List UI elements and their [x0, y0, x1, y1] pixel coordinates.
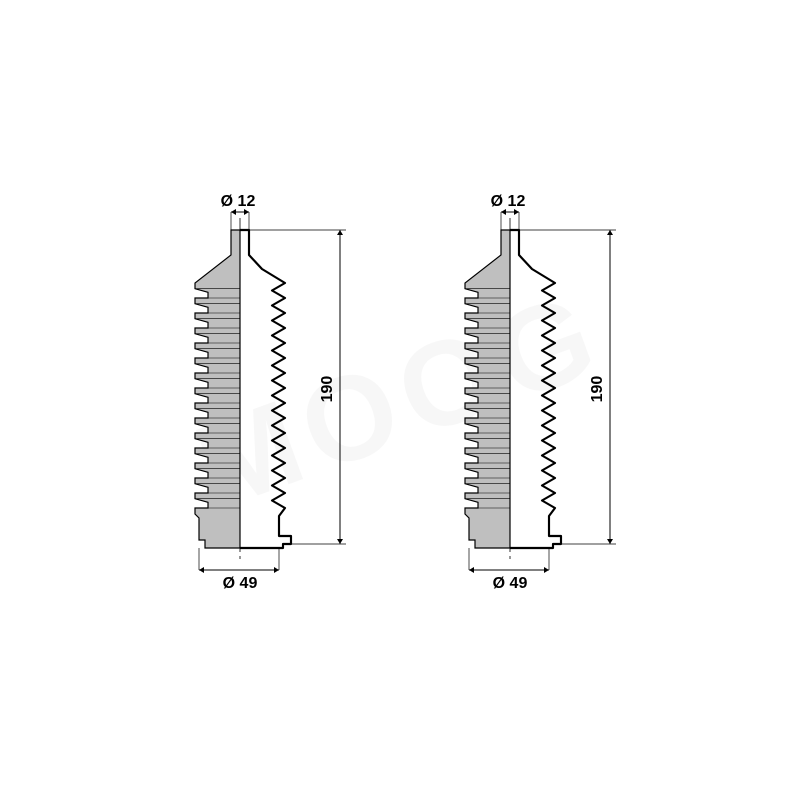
bellows-left-half — [465, 230, 510, 548]
diagram-container: Ø 12 Ø 49 190 Ø 12 Ø 49 190 — [160, 190, 640, 610]
bellows-svg-right: Ø 12 Ø 49 190 — [430, 190, 640, 610]
dimension-bottom-diameter: Ø 49 — [493, 575, 528, 592]
bellows-svg-left: Ø 12 Ø 49 190 — [160, 190, 370, 610]
dimension-height: 190 — [319, 376, 336, 403]
dimension-top-diameter: Ø 12 — [491, 193, 526, 210]
dimension-height: 190 — [589, 376, 606, 403]
dimension-bottom-diameter: Ø 49 — [223, 575, 258, 592]
dimension-top-diameter: Ø 12 — [221, 193, 256, 210]
bellows-drawing-right: Ø 12 Ø 49 190 — [430, 190, 640, 610]
bellows-drawing-left: Ø 12 Ø 49 190 — [160, 190, 370, 610]
bellows-right-section — [240, 230, 291, 548]
bellows-right-section — [510, 230, 561, 548]
bellows-left-half — [195, 230, 240, 548]
